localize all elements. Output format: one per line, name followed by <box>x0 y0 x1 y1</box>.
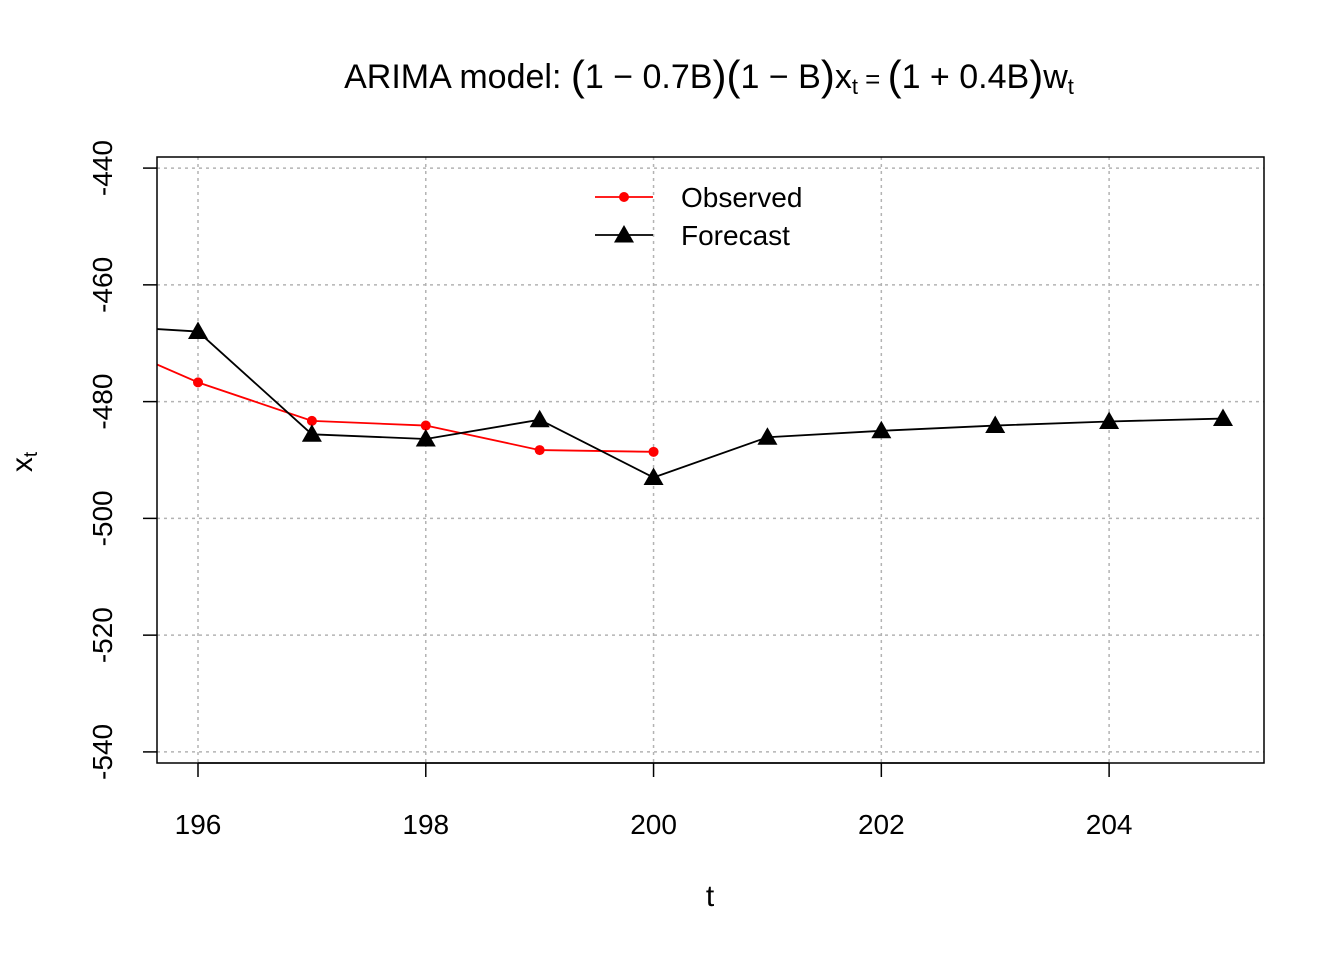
y-tick-label--480: -480 <box>87 374 118 430</box>
y-tick-label--500: -500 <box>87 490 118 546</box>
observed-line <box>157 363 654 453</box>
title-paren-1: ( <box>570 52 585 99</box>
legend: Observed Forecast <box>595 182 802 251</box>
title-paren-2: ) <box>712 52 727 99</box>
forecast-point-199 <box>529 409 550 428</box>
title-term-2: 1 − B <box>740 58 821 96</box>
x-axis: 196 198 200 202 204 <box>175 762 1133 840</box>
title-term-3: x <box>834 58 852 96</box>
observed-point-198 <box>420 420 431 431</box>
legend-observed-marker <box>619 192 629 202</box>
observed-point-195 <box>79 328 89 338</box>
chart-title: ARIMA model: (1 − 0.7B)(1 − B)xt = (1 + … <box>0 50 1344 100</box>
title-subscript-1: t <box>851 74 858 99</box>
legend-forecast-label: Forecast <box>681 220 790 251</box>
grid-lines <box>157 157 1264 763</box>
x-axis-label: t <box>705 880 715 913</box>
x-tick-label-202: 202 <box>858 809 905 840</box>
forecast-point-198 <box>415 428 436 447</box>
x-tick-label-204: 204 <box>1086 809 1133 840</box>
forecast-point-202 <box>871 420 892 439</box>
forecast-point-200 <box>643 467 664 486</box>
forecast-point-195 <box>74 315 94 333</box>
title-prefix: ARIMA model: <box>344 58 571 96</box>
forecast-point-196 <box>188 321 208 340</box>
title-paren-5: ( <box>887 52 902 99</box>
observed-point-200 <box>648 446 659 457</box>
x-tick-label-196: 196 <box>175 809 222 840</box>
title-paren-6: ) <box>1029 52 1044 99</box>
forecast-point-201 <box>757 427 778 445</box>
title-term-5: w <box>1043 58 1068 96</box>
legend-observed-label: Observed <box>681 182 802 213</box>
title-term-1: 1 − 0.7B <box>584 58 713 96</box>
observed-point-197 <box>306 415 317 426</box>
forecast-point-197 <box>301 424 322 442</box>
title-paren-3: ( <box>726 52 741 99</box>
series-group <box>74 315 1233 486</box>
x-tick-label-200: 200 <box>630 809 677 840</box>
y-tick-label--440: -440 <box>87 140 118 196</box>
y-tick-label--520: -520 <box>87 607 118 663</box>
title-subscript-2: t <box>1067 74 1074 99</box>
title-paren-4: ) <box>820 52 835 99</box>
legend-forecast-marker <box>614 225 634 243</box>
observed-point-199 <box>534 445 545 456</box>
y-axis: -440 -460 -480 -500 -520 -540 <box>87 140 157 780</box>
title-equals: = <box>857 64 888 94</box>
y-tick-label--540: -540 <box>87 724 118 780</box>
y-tick-label--460: -460 <box>87 257 118 313</box>
observed-point-196 <box>193 377 203 388</box>
forecast-point-204 <box>1099 411 1120 429</box>
x-tick-label-198: 198 <box>402 809 449 840</box>
forecast-point-205 <box>1213 408 1233 427</box>
title-term-4: 1 + 0.4B <box>901 58 1030 96</box>
forecast-point-203 <box>985 415 1006 434</box>
